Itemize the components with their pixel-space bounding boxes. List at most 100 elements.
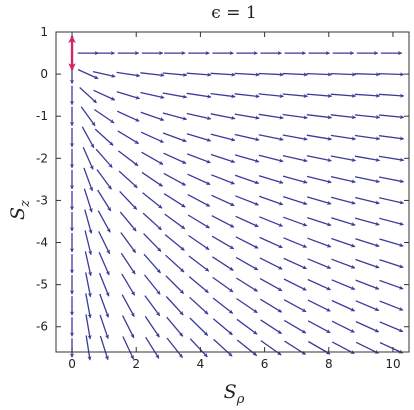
x-tick-label: 10 bbox=[385, 357, 400, 371]
vector-arrow bbox=[235, 256, 259, 271]
vector-arrow bbox=[145, 336, 160, 359]
vector-arrow bbox=[210, 153, 236, 164]
vector-arrow bbox=[118, 170, 138, 189]
x-tick-label: 0 bbox=[68, 357, 76, 371]
vector-arrow bbox=[99, 293, 110, 318]
vector-arrow bbox=[116, 91, 140, 100]
vector-arrow bbox=[306, 196, 332, 205]
vector-arrow bbox=[212, 276, 234, 293]
vector-arrow bbox=[282, 134, 308, 141]
vector-arrow bbox=[141, 171, 163, 187]
vector-arrow bbox=[235, 277, 258, 292]
vector-arrow bbox=[77, 69, 99, 80]
vector-arrow bbox=[307, 216, 332, 227]
vector-arrow bbox=[166, 316, 184, 337]
vector-arrow bbox=[164, 234, 185, 251]
y-tick-label: -6 bbox=[36, 320, 48, 334]
vector-arrow bbox=[307, 258, 332, 270]
vector-arrow bbox=[354, 134, 381, 141]
vector-arrow bbox=[211, 235, 235, 250]
vector-arrow bbox=[306, 155, 332, 163]
vector-arrow bbox=[259, 298, 283, 313]
vector-arrow bbox=[162, 92, 188, 99]
vector-arrow bbox=[99, 314, 109, 339]
vector-arrow bbox=[83, 167, 93, 192]
vector-arrow bbox=[330, 72, 357, 77]
vector-arrow bbox=[331, 237, 356, 248]
vector-arrow bbox=[140, 91, 165, 100]
vector-arrow bbox=[188, 276, 209, 294]
vector-arrow bbox=[186, 72, 212, 77]
vector-arrow bbox=[259, 278, 283, 292]
vector-arrow bbox=[258, 154, 284, 163]
vector-arrow bbox=[121, 294, 135, 317]
vector-arrow bbox=[378, 135, 405, 141]
vector-arrow bbox=[187, 214, 210, 229]
vector-arrow bbox=[212, 297, 234, 314]
vector-arrow bbox=[355, 321, 380, 333]
vector-arrow bbox=[98, 251, 110, 276]
y-tick-label: 1 bbox=[40, 25, 48, 39]
vector-arrow bbox=[165, 296, 184, 316]
vector-arrow bbox=[189, 317, 209, 336]
vector-arrow bbox=[189, 338, 208, 358]
vector-arrow bbox=[235, 195, 259, 206]
vector-arrow bbox=[306, 93, 333, 98]
vector-arrow bbox=[378, 155, 405, 162]
vector-arrow bbox=[234, 72, 260, 77]
vector-arrow bbox=[92, 70, 116, 78]
vector-arrow bbox=[96, 169, 112, 190]
vector-arrow bbox=[93, 108, 115, 124]
vector-arrow bbox=[85, 335, 92, 361]
vector-arrow bbox=[306, 72, 333, 77]
vector-arrow bbox=[188, 255, 210, 272]
vector-arrow bbox=[119, 190, 138, 210]
vector-arrow bbox=[306, 134, 332, 141]
vector-arrow bbox=[330, 155, 356, 162]
vector-arrow bbox=[236, 318, 258, 335]
vector-arrow bbox=[85, 272, 92, 298]
vector-arrow bbox=[307, 278, 331, 291]
vector-arrow bbox=[116, 71, 141, 78]
x-tick-label: 8 bbox=[325, 357, 333, 371]
vector-arrow bbox=[282, 113, 308, 120]
vector-arrow bbox=[98, 231, 111, 255]
vector-arrow bbox=[163, 152, 187, 164]
vector-arrow bbox=[379, 197, 404, 205]
vector-arrow bbox=[98, 272, 110, 297]
vector-arrow bbox=[234, 133, 260, 142]
x-tick-label: 4 bbox=[197, 357, 205, 371]
y-tick-label: -5 bbox=[36, 278, 48, 292]
vector-arrow bbox=[211, 174, 235, 185]
vector-arrow bbox=[234, 93, 260, 99]
vector-arrow bbox=[186, 92, 212, 99]
vector-arrow bbox=[188, 234, 210, 251]
vector-arrow bbox=[379, 321, 404, 333]
vector-arrow bbox=[235, 236, 259, 249]
x-tick-label: 6 bbox=[261, 357, 269, 371]
vector-arrow bbox=[144, 316, 160, 338]
y-tick-label: -3 bbox=[36, 193, 48, 207]
vector-arrow bbox=[116, 110, 140, 122]
vector-arrow bbox=[84, 230, 93, 256]
vector-arrow bbox=[355, 258, 380, 269]
vector-arrow bbox=[379, 279, 404, 290]
vector-arrow bbox=[210, 92, 236, 99]
vector-arrow bbox=[307, 320, 331, 334]
vector-arrow bbox=[163, 193, 186, 208]
plot-frame bbox=[55, 31, 410, 353]
vector-arrow bbox=[82, 146, 94, 170]
vector-arrow bbox=[259, 257, 283, 270]
vector-arrow bbox=[355, 217, 380, 226]
vector-arrow bbox=[354, 72, 381, 77]
vector-arrow bbox=[162, 112, 188, 121]
vector-arrow bbox=[121, 273, 136, 296]
y-tick-label: 0 bbox=[40, 67, 48, 81]
vector-arrow bbox=[165, 275, 185, 294]
vector-arrow bbox=[378, 93, 405, 98]
vector-arrow bbox=[379, 300, 404, 311]
vector-arrow bbox=[283, 299, 307, 313]
y-tick-label: -1 bbox=[36, 109, 48, 123]
vector-arrow bbox=[84, 251, 93, 277]
vector-arrow bbox=[330, 196, 356, 205]
